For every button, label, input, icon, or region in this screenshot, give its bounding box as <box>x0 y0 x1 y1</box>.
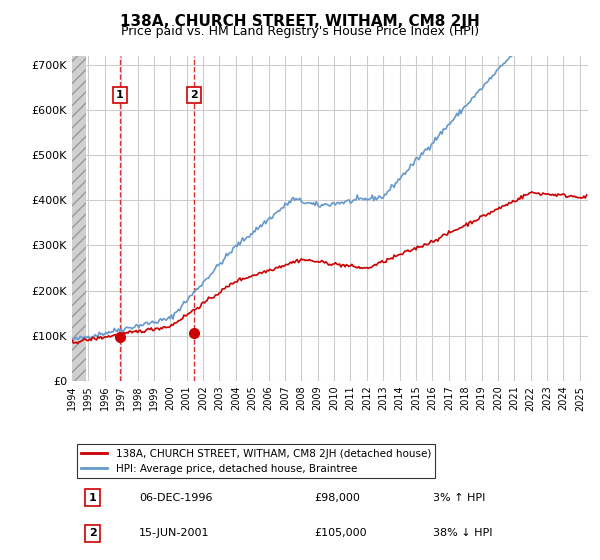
Text: 06-DEC-1996: 06-DEC-1996 <box>139 493 212 503</box>
Text: Price paid vs. HM Land Registry's House Price Index (HPI): Price paid vs. HM Land Registry's House … <box>121 25 479 38</box>
Text: 1: 1 <box>89 493 97 503</box>
Text: 3% ↑ HPI: 3% ↑ HPI <box>433 493 485 503</box>
Text: £98,000: £98,000 <box>314 493 361 503</box>
Text: 1: 1 <box>116 90 124 100</box>
Text: £105,000: £105,000 <box>314 529 367 539</box>
Bar <box>72 56 86 381</box>
Text: 15-JUN-2001: 15-JUN-2001 <box>139 529 209 539</box>
Text: 2: 2 <box>89 529 97 539</box>
Text: 38% ↓ HPI: 38% ↓ HPI <box>433 529 493 539</box>
Text: 138A, CHURCH STREET, WITHAM, CM8 2JH: 138A, CHURCH STREET, WITHAM, CM8 2JH <box>120 14 480 29</box>
Legend: 138A, CHURCH STREET, WITHAM, CM8 2JH (detached house), HPI: Average price, detac: 138A, CHURCH STREET, WITHAM, CM8 2JH (de… <box>77 445 435 478</box>
Text: 2: 2 <box>190 90 198 100</box>
